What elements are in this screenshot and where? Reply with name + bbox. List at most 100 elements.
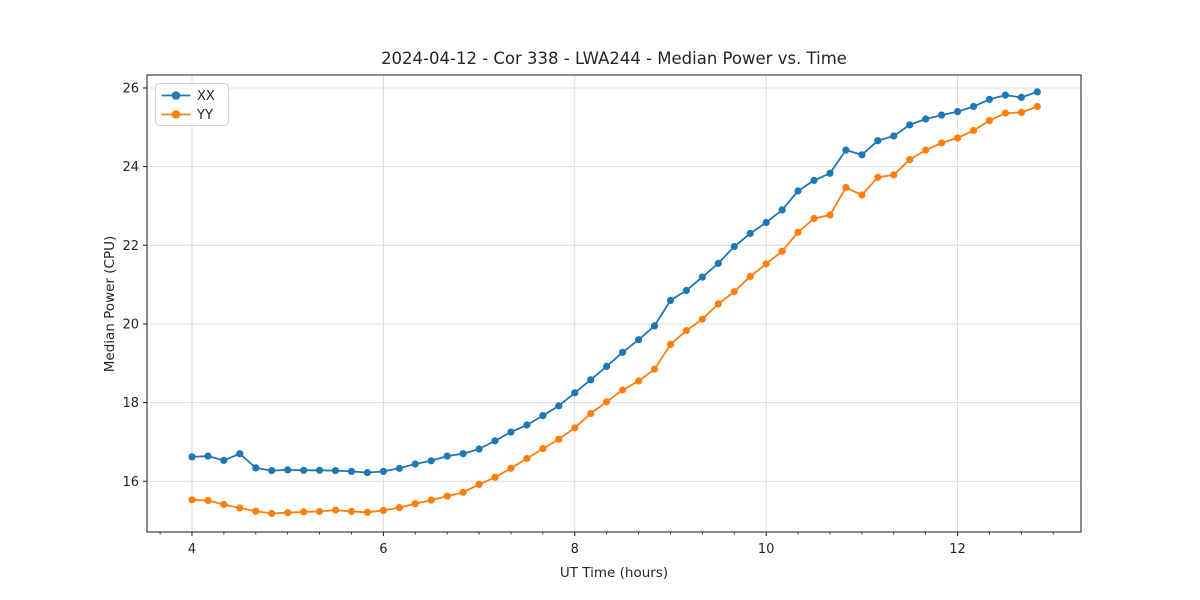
data-point [1017, 93, 1025, 101]
data-point [954, 108, 962, 116]
legend-label-xx: XX [197, 89, 215, 104]
data-point [635, 377, 643, 385]
data-point [985, 117, 994, 125]
data-point [938, 139, 946, 147]
data-point [507, 464, 515, 472]
data-point [507, 428, 515, 436]
data-point [363, 508, 371, 516]
data-point [810, 176, 818, 184]
data-point [411, 500, 419, 508]
data-point [1033, 102, 1041, 111]
data-point [842, 183, 850, 192]
data-point [363, 469, 371, 477]
data-point [379, 506, 387, 514]
data-point [1001, 109, 1010, 117]
data-point [204, 496, 212, 505]
data-point [587, 410, 595, 418]
data-point [539, 412, 547, 420]
series-yy [188, 102, 1041, 518]
y-tick-label: 26 [122, 81, 139, 96]
x-tick-label: 8 [571, 542, 579, 557]
data-point [427, 496, 435, 504]
series-line-xx [191, 91, 1039, 474]
data-point [762, 218, 770, 227]
axes [143, 74, 1082, 536]
data-point [268, 509, 276, 518]
data-point [315, 466, 324, 474]
data-point [874, 137, 882, 145]
data-point [236, 504, 244, 512]
data-point [347, 507, 356, 516]
data-point [1033, 88, 1041, 96]
data-point [204, 452, 212, 460]
data-point [810, 214, 818, 223]
data-point [619, 386, 627, 394]
data-point [459, 488, 467, 496]
data-point [969, 126, 978, 135]
data-point [650, 365, 659, 373]
data-point [985, 95, 994, 103]
data-point [491, 437, 499, 445]
data-point [587, 376, 595, 384]
data-point [619, 348, 627, 356]
data-point [666, 340, 675, 348]
data-point [300, 466, 308, 474]
y-tick-label: 16 [122, 475, 139, 490]
data-point [443, 452, 451, 460]
data-point [730, 288, 738, 296]
data-point [523, 454, 531, 463]
data-point [284, 509, 292, 517]
data-point [922, 146, 930, 154]
data-point [571, 424, 579, 432]
data-point [682, 327, 691, 335]
data-point [778, 206, 786, 214]
data-point [331, 467, 340, 475]
tick-labels: 4 6 8 10 12 16 18 20 22 24 26 [122, 81, 965, 557]
legend-entry-yy: YY [161, 108, 213, 123]
data-point [826, 169, 834, 177]
data-point [571, 389, 579, 397]
data-point [603, 398, 611, 406]
data-point [858, 151, 866, 159]
data-point [395, 504, 403, 512]
data-point [874, 173, 882, 181]
data-point [427, 457, 435, 465]
series-line-yy [191, 105, 1039, 515]
data-point [698, 273, 706, 281]
y-tick-label: 18 [122, 396, 139, 411]
data-point [746, 272, 754, 280]
data-point [236, 450, 244, 458]
x-tick-label: 6 [379, 542, 387, 557]
data-point [666, 296, 675, 304]
data-point [284, 466, 292, 474]
data-point [411, 460, 419, 468]
y-tick-label: 24 [122, 160, 139, 175]
plot-series [188, 88, 1041, 518]
data-point [890, 171, 898, 179]
data-point [315, 507, 324, 516]
legend-label-yy: YY [196, 108, 213, 123]
data-point [491, 473, 499, 481]
chart-title: 2024-04-12 - Cor 338 - LWA244 - Median P… [381, 49, 847, 68]
data-point [1001, 91, 1010, 99]
data-point [475, 445, 483, 453]
series-xx [188, 88, 1041, 477]
x-tick-label: 4 [188, 542, 196, 557]
data-point [555, 402, 563, 410]
data-point [220, 500, 228, 509]
data-point [746, 229, 754, 238]
data-point [778, 247, 786, 255]
data-point [762, 260, 770, 268]
legend-box [155, 83, 229, 126]
data-point [395, 464, 403, 472]
data-point [459, 450, 467, 458]
y-axis-label: Median Power (CPU) [102, 236, 118, 372]
x-tick-label: 10 [758, 542, 775, 557]
data-point [603, 362, 611, 370]
data-point [922, 115, 930, 123]
legend: XX YY [155, 83, 229, 126]
data-point [555, 435, 563, 443]
data-point [938, 111, 946, 119]
data-point [220, 456, 228, 464]
